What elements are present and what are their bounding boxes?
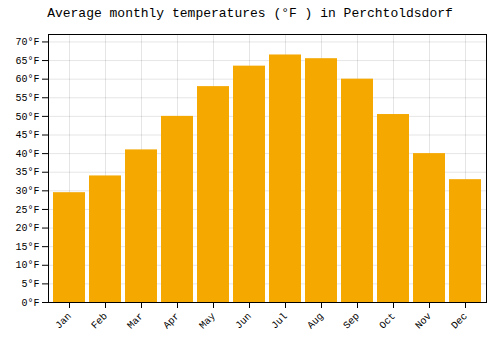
svg-text:Aug: Aug [305, 311, 326, 332]
svg-text:60°F: 60°F [15, 74, 39, 85]
svg-text:Feb: Feb [89, 311, 110, 332]
svg-text:Dec: Dec [449, 311, 470, 332]
svg-text:Oct: Oct [377, 311, 398, 332]
svg-text:70°F: 70°F [15, 37, 39, 48]
svg-text:Jul: Jul [269, 311, 290, 332]
svg-text:45°F: 45°F [15, 130, 39, 141]
svg-text:65°F: 65°F [15, 56, 39, 67]
svg-text:0°F: 0°F [21, 298, 39, 309]
svg-text:15°F: 15°F [15, 242, 39, 253]
html-text:Average monthly temperatures (: Average monthly temperatures (°F ) in Pe… [47, 6, 453, 21]
svg-text:Mar: Mar [125, 311, 146, 332]
svg-text:Sep: Sep [341, 311, 362, 332]
svg-text:Nov: Nov [413, 311, 434, 332]
svg-text:Jun: Jun [233, 311, 254, 332]
svg-text:55°F: 55°F [15, 93, 39, 104]
svg-text:25°F: 25°F [15, 205, 39, 216]
svg-text:30°F: 30°F [15, 186, 39, 197]
svg-text:Jan: Jan [53, 311, 74, 332]
svg-text:50°F: 50°F [15, 112, 39, 123]
svg-text:5°F: 5°F [21, 279, 39, 290]
svg-text:10°F: 10°F [15, 260, 39, 271]
svg-text:40°F: 40°F [15, 149, 39, 160]
svg-text:Apr: Apr [161, 311, 182, 332]
svg-text:May: May [197, 311, 218, 332]
svg-text:20°F: 20°F [15, 223, 39, 234]
svg-text:35°F: 35°F [15, 167, 39, 178]
